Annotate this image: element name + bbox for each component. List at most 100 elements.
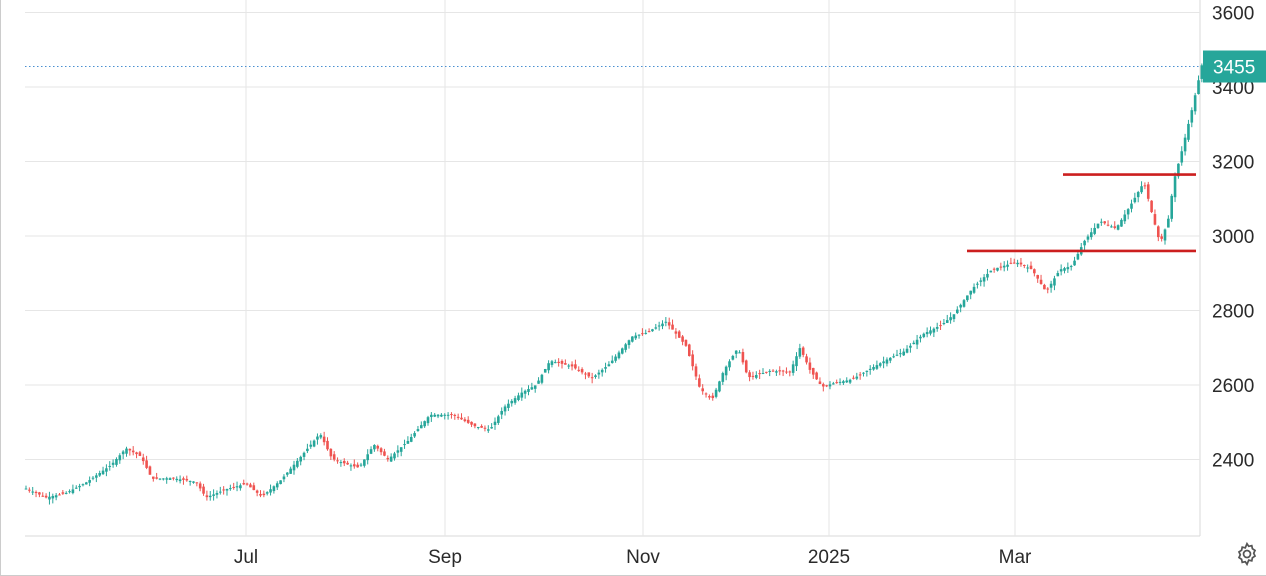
candle-body — [1197, 80, 1200, 95]
candle-body — [909, 345, 912, 348]
candle-body — [878, 363, 882, 366]
candle-body — [681, 336, 684, 342]
candle-body — [969, 290, 972, 295]
candle-160 — [560, 359, 564, 369]
y-tick-label-3400: 3400 — [1212, 78, 1254, 99]
candle-315 — [1079, 242, 1083, 256]
candle-body — [436, 414, 440, 417]
candle-body — [232, 486, 235, 488]
candle-291 — [999, 262, 1003, 271]
candle-body — [1123, 214, 1127, 222]
candle-256 — [882, 356, 885, 369]
candle-body — [989, 270, 993, 273]
candle-body — [865, 370, 869, 372]
candle-body — [889, 357, 892, 361]
candle-body — [413, 433, 416, 437]
candle-body — [118, 455, 122, 461]
candle-body — [724, 366, 728, 376]
candle-105 — [376, 444, 380, 452]
candle-179 — [624, 342, 627, 353]
candle-body — [426, 417, 430, 424]
candle-body — [279, 480, 282, 485]
candle-body — [1059, 269, 1063, 272]
candle-89 — [322, 431, 326, 446]
candle-body — [520, 392, 524, 398]
candle-331 — [1133, 192, 1137, 204]
candle-193 — [671, 319, 674, 330]
candle-177 — [617, 350, 621, 360]
candle-body — [664, 321, 668, 323]
candle-body — [711, 395, 715, 399]
candle-body — [1193, 95, 1197, 112]
gear-icon[interactable] — [1234, 541, 1260, 567]
candle-271 — [932, 327, 936, 338]
candle-body — [845, 380, 849, 383]
candle-body — [1086, 236, 1090, 240]
candle-9 — [54, 493, 58, 501]
candle-body — [905, 348, 909, 353]
candle-body — [1012, 262, 1016, 264]
candle-body — [81, 484, 85, 486]
candle-body — [892, 356, 895, 358]
candle-215 — [744, 359, 748, 374]
candle-body — [667, 322, 671, 326]
candle-body — [115, 458, 118, 465]
candle-body — [610, 360, 614, 364]
candle-155 — [543, 368, 547, 373]
candle-115 — [409, 433, 413, 443]
candle-body — [31, 491, 34, 493]
candle-86 — [312, 439, 316, 448]
candle-11 — [61, 489, 65, 495]
candle-257 — [885, 357, 889, 367]
candle-body — [28, 489, 31, 491]
candle-288 — [989, 270, 993, 273]
candle-body — [902, 351, 905, 356]
candle-112 — [399, 447, 403, 457]
candle-278 — [956, 306, 959, 315]
candle-body — [925, 332, 929, 335]
candle-body — [342, 460, 346, 464]
candle-body — [992, 268, 996, 270]
candle-46 — [178, 475, 182, 484]
candle-body — [473, 423, 477, 427]
candle-body — [728, 361, 731, 368]
candle-3 — [34, 490, 38, 498]
candle-body — [165, 478, 168, 480]
candle-113 — [403, 439, 406, 449]
candle-body — [748, 372, 751, 378]
candle-326 — [1116, 224, 1120, 231]
candle-158 — [554, 359, 557, 364]
candle-body — [721, 373, 725, 382]
candle-201 — [698, 374, 701, 388]
candle-body — [644, 332, 648, 334]
candle-55 — [208, 491, 212, 501]
candle-body — [835, 382, 838, 384]
candle-body — [1069, 266, 1073, 268]
candle-body — [832, 383, 835, 385]
candle-body — [1150, 200, 1153, 213]
candle-118 — [420, 421, 423, 429]
candle-body — [105, 468, 108, 472]
candle-301 — [1033, 268, 1036, 277]
candle-body — [1187, 123, 1190, 140]
candle-body — [1002, 265, 1006, 268]
candle-203 — [704, 392, 708, 398]
candle-2 — [31, 486, 34, 496]
candle-body — [302, 452, 306, 457]
y-tick-label-2800: 2800 — [1212, 302, 1254, 323]
candle-66 — [245, 482, 249, 486]
candle-323 — [1106, 220, 1110, 227]
candle-body — [456, 416, 460, 418]
candle-body — [282, 476, 286, 480]
candle-280 — [962, 298, 966, 308]
candle-194 — [674, 328, 678, 339]
candle-body — [627, 340, 631, 346]
candle-body — [805, 356, 808, 363]
candle-18 — [85, 481, 88, 485]
candle-body — [239, 485, 242, 489]
candle-33 — [135, 451, 138, 459]
candle-19 — [88, 476, 91, 487]
candle-body — [912, 342, 916, 345]
candle-290 — [996, 267, 999, 272]
